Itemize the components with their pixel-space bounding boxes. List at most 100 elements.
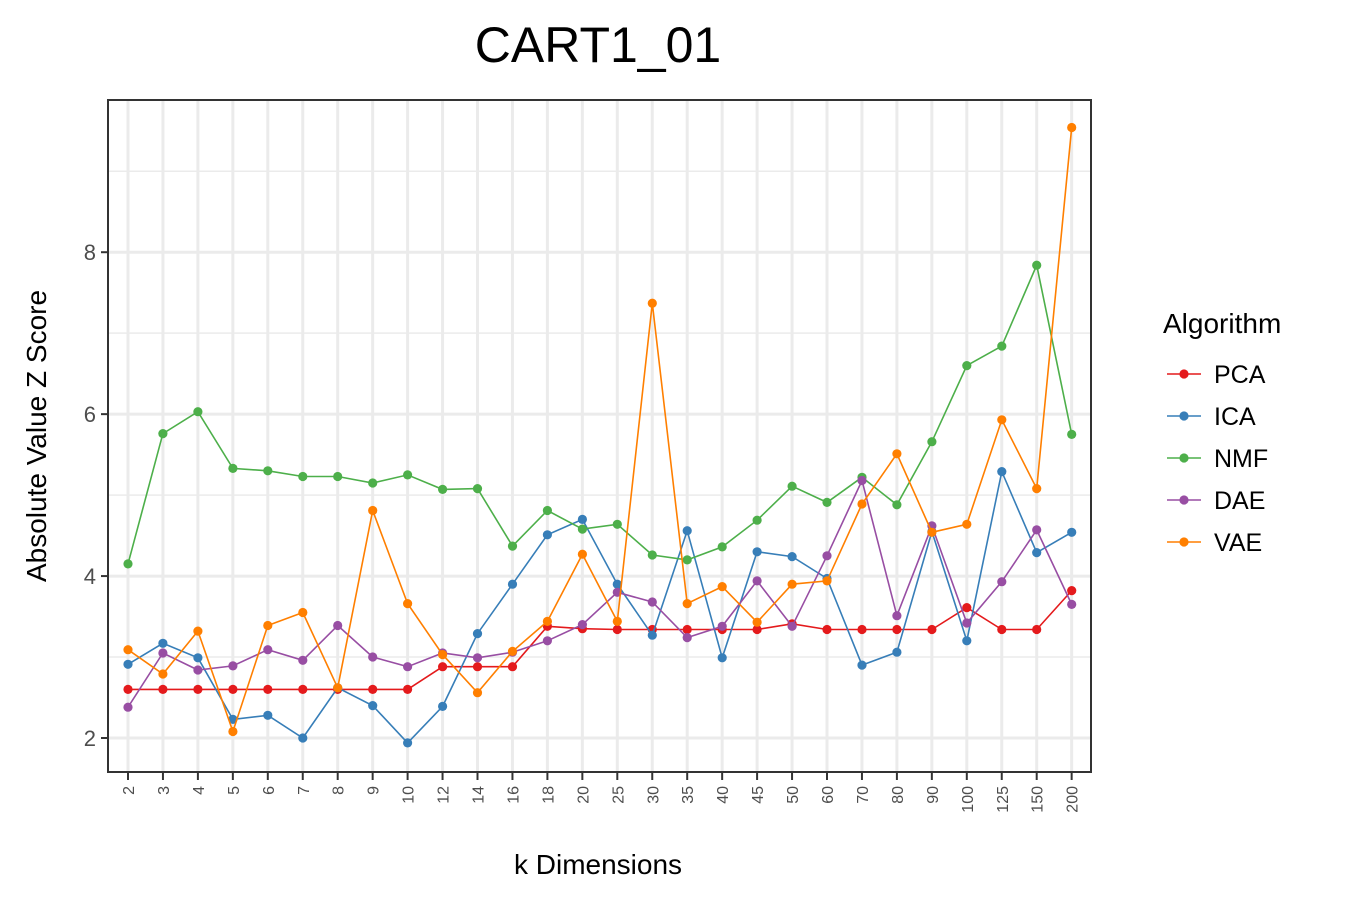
data-point-pca	[403, 684, 413, 695]
data-point-nmf	[1032, 260, 1042, 270]
grid	[108, 100, 1091, 772]
data-point-nmf	[368, 478, 378, 488]
data-point-ica	[507, 579, 518, 589]
data-point-pca	[228, 684, 238, 695]
series-line-pca	[128, 590, 1073, 691]
data-point-ica	[228, 714, 238, 725]
data-point-vae	[228, 726, 238, 737]
x-tick-label: 3	[156, 786, 173, 795]
y-tick-label: 6	[84, 402, 96, 427]
x-tick-label: 100	[960, 786, 977, 813]
data-point-pca	[158, 684, 168, 695]
data-point-vae	[438, 650, 448, 660]
data-point-nmf	[892, 500, 902, 510]
data-point-vae	[472, 688, 483, 698]
data-point-ica	[717, 653, 727, 663]
data-point-ica	[612, 579, 622, 589]
data-point-nmf	[1067, 429, 1077, 439]
data-point-dae	[193, 665, 203, 675]
data-point-nmf	[438, 484, 448, 494]
data-point-nmf	[997, 341, 1007, 351]
data-point-ica	[892, 647, 902, 657]
data-point-vae	[158, 669, 168, 679]
data-point-ica	[577, 514, 588, 525]
legend-swatch-dot	[1179, 495, 1189, 505]
chart-title: CART1_01	[475, 17, 721, 73]
legend-title: Algorithm	[1163, 308, 1281, 339]
data-point-dae	[263, 645, 273, 655]
data-point-vae	[857, 499, 867, 509]
data-point-vae	[997, 415, 1007, 425]
data-point-nmf	[158, 429, 168, 439]
y-tick-label: 4	[84, 564, 96, 589]
data-point-vae	[927, 527, 937, 537]
data-point-nmf	[822, 497, 832, 507]
data-point-vae	[1032, 484, 1042, 494]
data-point-pca	[438, 662, 448, 672]
legend-item-vae: VAE	[1167, 529, 1262, 557]
data-point-pca	[472, 662, 483, 672]
data-point-vae	[647, 298, 657, 308]
data-point-dae	[472, 653, 483, 663]
data-point-pca	[682, 624, 692, 635]
data-point-pca	[822, 624, 832, 635]
data-point-ica	[682, 526, 692, 536]
data-point-dae	[822, 551, 832, 561]
x-tick-label: 12	[436, 786, 453, 804]
data-point-nmf	[193, 407, 203, 417]
x-tick-label: 9	[366, 786, 383, 795]
x-tick-label: 7	[296, 786, 313, 795]
data-point-nmf	[542, 505, 553, 516]
data-point-nmf	[507, 541, 518, 551]
series-vae	[123, 122, 1077, 737]
data-point-ica	[298, 733, 308, 743]
data-point-ica	[647, 630, 657, 640]
data-point-vae	[403, 599, 413, 609]
legend-item-pca: PCA	[1167, 361, 1266, 389]
data-point-vae	[333, 683, 343, 693]
x-tick-label: 16	[505, 786, 522, 804]
x-axis: 2 3 4 5 6 7 8 9 10 12 14 16 18 20 25 30 35 40 45 50 60 70 80 90…	[121, 772, 1082, 813]
x-tick-label: 50	[785, 786, 802, 804]
data-point-dae	[158, 648, 168, 658]
x-tick-label: 14	[471, 786, 488, 804]
data-point-vae	[787, 579, 797, 589]
x-tick-label: 35	[680, 786, 697, 804]
x-tick-label: 70	[855, 786, 872, 804]
x-axis-title: k Dimensions	[514, 849, 682, 880]
legend-swatch-dot	[1179, 369, 1189, 379]
data-point-ica	[1032, 548, 1042, 558]
data-point-nmf	[298, 471, 308, 482]
data-point-ica	[962, 636, 972, 646]
data-point-vae	[298, 607, 308, 618]
data-point-nmf	[682, 555, 692, 565]
data-point-pca	[1067, 586, 1077, 596]
data-point-pca	[298, 684, 308, 695]
legend-swatch-dot	[1179, 537, 1189, 547]
data-point-ica	[857, 660, 867, 670]
data-point-ica	[263, 710, 273, 720]
data-point-vae	[717, 582, 727, 592]
data-point-vae	[577, 549, 588, 559]
x-tick-label: 2	[121, 786, 138, 795]
data-point-ica	[542, 530, 553, 540]
data-point-ica	[997, 467, 1007, 477]
y-axis-title: Absolute Value Z Score	[21, 290, 52, 582]
data-point-nmf	[577, 524, 588, 534]
data-point-pca	[1032, 624, 1042, 635]
data-point-ica	[193, 653, 203, 663]
series-layer	[123, 122, 1077, 748]
data-point-nmf	[962, 361, 972, 371]
data-point-nmf	[647, 550, 657, 560]
x-tick-label: 4	[191, 786, 208, 795]
data-point-dae	[542, 636, 553, 646]
x-tick-label: 8	[331, 786, 348, 795]
data-point-dae	[333, 620, 343, 631]
x-tick-label: 45	[750, 786, 767, 804]
legend-label: VAE	[1214, 529, 1262, 557]
legend-label: NMF	[1214, 445, 1268, 473]
x-tick-label: 5	[226, 786, 243, 795]
series-pca	[123, 586, 1077, 695]
data-point-nmf	[263, 466, 273, 476]
